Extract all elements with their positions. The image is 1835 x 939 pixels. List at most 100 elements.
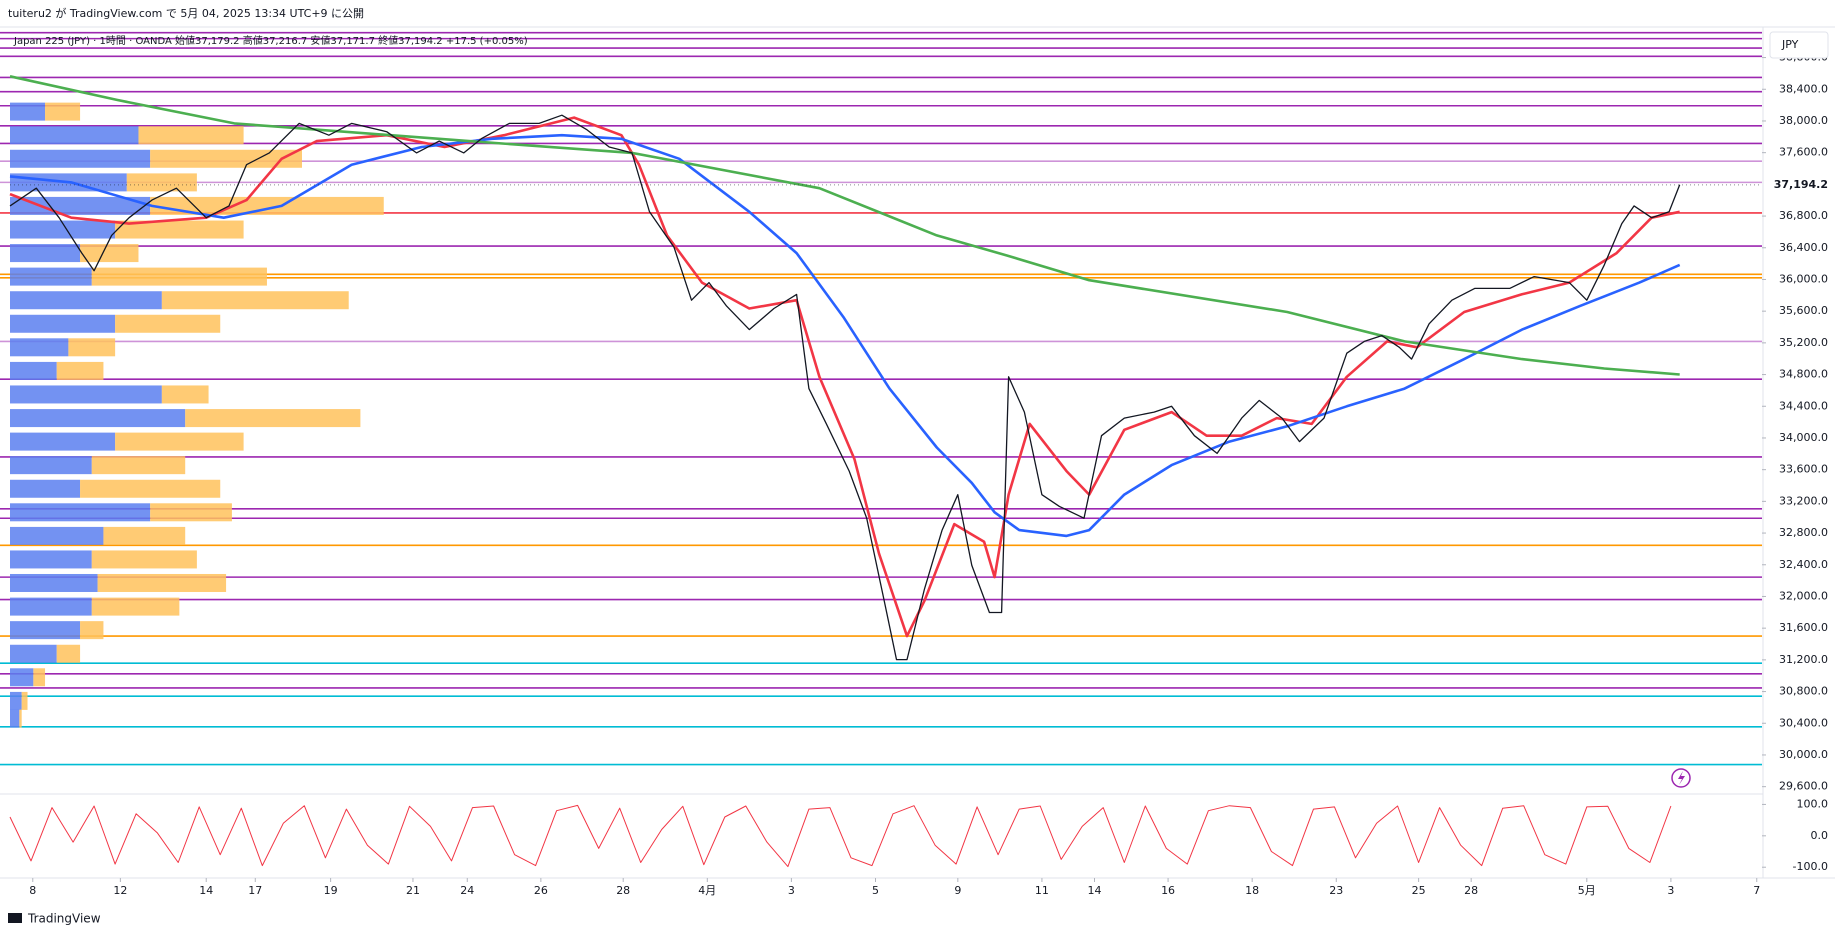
y-tick-label: 34,000.0 <box>1779 431 1828 444</box>
profile-up <box>10 244 81 263</box>
profile-down <box>91 550 197 569</box>
x-tick-label: 12 <box>113 884 127 897</box>
profile-down <box>45 102 81 121</box>
profile-up <box>10 267 92 286</box>
y-tick-label: 37,600.0 <box>1779 146 1828 159</box>
plot: 29,600.0 30,000.0 30,400.0 30,800.0 31,200.0… <box>0 31 1834 897</box>
profile-down <box>19 709 22 728</box>
y-tick-label: 32,000.0 <box>1779 589 1828 602</box>
x-tick-label: 3 <box>1667 884 1674 897</box>
y-tick-label: 34,400.0 <box>1779 399 1828 412</box>
profile-up <box>10 479 81 498</box>
y-tick-label: 30,000.0 <box>1779 748 1828 761</box>
profile-up <box>10 361 57 380</box>
profile-up <box>10 597 92 616</box>
profile-down <box>138 126 244 145</box>
y-tick-label: 31,200.0 <box>1779 653 1828 666</box>
x-tick-label: 24 <box>460 884 474 897</box>
y-tick-label: 38,000.0 <box>1779 114 1828 127</box>
profile-down <box>161 385 209 404</box>
profile-down <box>91 267 267 286</box>
x-tick-label: 18 <box>1245 884 1259 897</box>
profile-down <box>150 503 232 522</box>
y-tick-label: 30,400.0 <box>1779 716 1828 729</box>
x-tick-label: 5月 <box>1578 884 1596 897</box>
y-tick-label: 34,800.0 <box>1779 368 1828 381</box>
profile-up <box>10 621 81 640</box>
profile-up <box>10 503 151 522</box>
x-tick-label: 7 <box>1753 884 1760 897</box>
x-tick-label: 26 <box>534 884 548 897</box>
profile-up <box>10 409 186 428</box>
profile-down <box>103 526 186 545</box>
profile-up <box>10 149 151 168</box>
profile-down <box>185 409 361 428</box>
x-tick-label: 11 <box>1035 884 1049 897</box>
profile-up <box>10 385 162 404</box>
x-tick-label: 14 <box>1087 884 1101 897</box>
profile-up <box>10 526 104 545</box>
series-line <box>9 133 1681 538</box>
y-tick-label: 0.0 <box>1811 829 1829 842</box>
x-tick-label: 5 <box>872 884 879 897</box>
x-tick-label: 14 <box>199 884 213 897</box>
y-tick-label: 35,200.0 <box>1779 336 1828 349</box>
y-tick-label: 35,600.0 <box>1779 304 1828 317</box>
alert-icon[interactable] <box>1671 768 1691 788</box>
x-tick-label: 16 <box>1161 884 1175 897</box>
series-line <box>9 114 1681 661</box>
brand-name: TradingView <box>27 912 101 926</box>
profile-down <box>115 314 221 333</box>
profile-up <box>10 456 92 475</box>
publisher-line: tuiteru2 が TradingView.com で 5月 04, 2025… <box>8 6 364 20</box>
profile-down <box>80 479 221 498</box>
profile-up <box>10 196 151 215</box>
profile-down <box>115 432 244 451</box>
x-tick-label: 4月 <box>698 884 716 897</box>
profile-down <box>115 220 244 239</box>
y-tick-label: 36,000.0 <box>1779 272 1828 285</box>
x-tick-label: 21 <box>406 884 420 897</box>
profile-down <box>97 573 227 592</box>
x-tick-label: 19 <box>324 884 338 897</box>
profile-down <box>150 149 302 168</box>
profile-down <box>91 456 186 475</box>
profile-up <box>10 644 57 663</box>
x-tick-label: 28 <box>616 884 630 897</box>
y-tick-label: 32,800.0 <box>1779 526 1828 539</box>
x-tick-label: 3 <box>788 884 795 897</box>
profile-up <box>10 291 162 310</box>
profile-down <box>21 691 28 710</box>
profile-down <box>91 597 180 616</box>
y-tick-label: 29,600.0 <box>1779 780 1828 793</box>
y-tick-label: 31,600.0 <box>1779 621 1828 634</box>
profile-down <box>56 361 104 380</box>
currency-box[interactable] <box>1769 31 1829 59</box>
profile-up <box>10 691 22 710</box>
profile-down <box>161 291 349 310</box>
profile-up <box>10 432 116 451</box>
last-price-label: 37,194.2 <box>1774 178 1828 191</box>
profile-up <box>10 102 46 121</box>
alert-bolt <box>1678 771 1685 785</box>
profile-up <box>10 126 139 145</box>
brand: TradingView <box>8 912 101 926</box>
profile-up <box>10 573 98 592</box>
profile-up <box>10 220 116 239</box>
x-tick-label: 8 <box>29 884 36 897</box>
brand-logo <box>8 913 22 923</box>
profile-down <box>80 621 104 640</box>
x-tick-label: 17 <box>248 884 262 897</box>
symbol-legend: Japan 225 (JPY) · 1時間 · OANDA 始値37,179.2… <box>13 34 528 47</box>
profile-down <box>68 338 116 357</box>
series-line <box>9 804 1672 868</box>
profile-down <box>80 244 139 263</box>
profile-down <box>126 173 197 192</box>
currency-label[interactable]: JPY <box>1781 38 1799 51</box>
profile-up <box>10 668 34 687</box>
profile-down <box>56 644 81 663</box>
x-tick-label: 28 <box>1464 884 1478 897</box>
profile-up <box>10 314 116 333</box>
profile-down <box>150 196 384 215</box>
